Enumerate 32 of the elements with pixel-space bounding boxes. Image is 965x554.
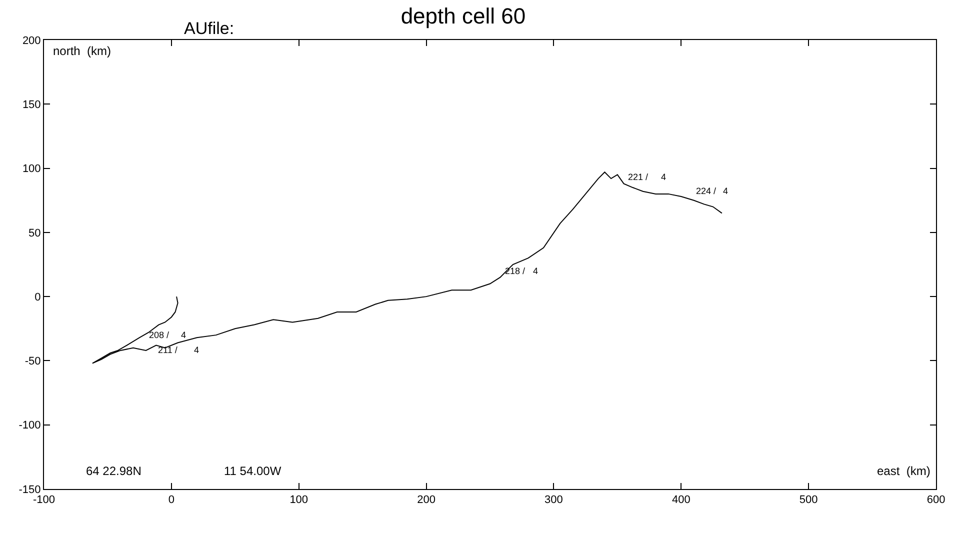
annotation: 224 / — [696, 186, 717, 196]
y-axis-title: north (km) — [53, 44, 112, 58]
y-tick-label: -100 — [18, 420, 41, 432]
y-tick-label: 50 — [28, 227, 41, 240]
y-tick-label: -50 — [24, 356, 41, 368]
y-tick-label: 200 — [22, 34, 41, 47]
annotation: 4 — [181, 330, 186, 340]
line-series — [92, 172, 722, 364]
x-tick-label: 600 — [926, 494, 946, 506]
text: AUfile: — [184, 19, 234, 38]
x-axis-title: east (km) — [877, 464, 930, 478]
x-tick-label: 100 — [290, 494, 308, 506]
x-tick-label: 300 — [544, 494, 563, 506]
y-tick-label: -150 — [18, 484, 41, 496]
annotation: 211 / — [158, 345, 178, 355]
y-tick-label: 100 — [22, 163, 41, 176]
annotation: 11 54.00W — [224, 464, 282, 478]
annotation: 221 / — [628, 172, 649, 182]
x-tick-label: 400 — [672, 494, 690, 506]
annotation: 64 22.98N — [86, 464, 142, 478]
annotation: 4 — [661, 172, 666, 182]
annotation: 4 — [723, 186, 728, 196]
x-tick-label: 500 — [799, 494, 818, 506]
annotation: 4 — [194, 345, 200, 355]
annotation: 208 / — [149, 330, 170, 340]
annotation: 4 — [533, 266, 538, 276]
y-tick-label: 150 — [22, 98, 41, 111]
chart-title: depth cell 60 — [400, 4, 526, 29]
x-tick-label: 0 — [168, 494, 174, 506]
x-tick-label: 200 — [417, 494, 436, 506]
annotation: 218 / — [505, 266, 526, 276]
y-tick-label: 0 — [34, 291, 41, 304]
